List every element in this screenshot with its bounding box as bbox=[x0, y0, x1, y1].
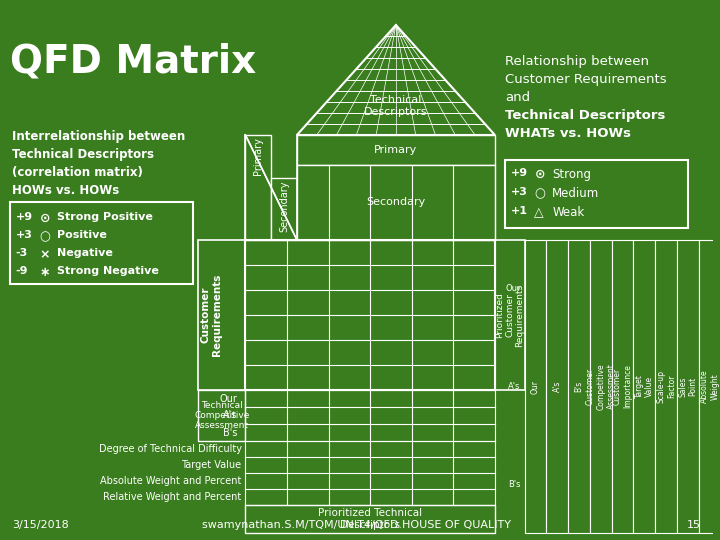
FancyBboxPatch shape bbox=[525, 240, 546, 533]
Text: HOWs vs. HOWs: HOWs vs. HOWs bbox=[12, 184, 119, 197]
Text: (correlation matrix): (correlation matrix) bbox=[12, 166, 143, 179]
FancyBboxPatch shape bbox=[246, 135, 271, 240]
FancyBboxPatch shape bbox=[568, 240, 590, 533]
Text: Technical
Descriptors: Technical Descriptors bbox=[364, 96, 428, 117]
FancyBboxPatch shape bbox=[655, 240, 677, 533]
Text: Our: Our bbox=[505, 285, 521, 293]
Text: Relative Weight and Percent: Relative Weight and Percent bbox=[103, 492, 241, 502]
Text: Strong: Strong bbox=[552, 168, 591, 181]
Text: Target
Value: Target Value bbox=[634, 375, 654, 399]
FancyBboxPatch shape bbox=[10, 202, 193, 284]
FancyBboxPatch shape bbox=[505, 160, 688, 228]
Text: Negative: Negative bbox=[58, 248, 113, 258]
Text: Strong Negative: Strong Negative bbox=[58, 266, 159, 276]
Text: Our: Our bbox=[531, 380, 540, 394]
Text: A's: A's bbox=[553, 381, 562, 392]
Text: +9: +9 bbox=[16, 212, 33, 222]
Text: Target Value: Target Value bbox=[181, 460, 241, 470]
Text: Interrelationship between: Interrelationship between bbox=[12, 130, 185, 143]
Text: ○: ○ bbox=[534, 187, 545, 200]
FancyBboxPatch shape bbox=[271, 178, 297, 240]
Text: Degree of Technical Difficulty: Degree of Technical Difficulty bbox=[99, 444, 241, 454]
Text: Sales
Point: Sales Point bbox=[678, 376, 698, 397]
Text: Weak: Weak bbox=[552, 206, 585, 219]
Text: ⊙: ⊙ bbox=[534, 168, 545, 181]
Text: ⊙: ⊙ bbox=[40, 212, 50, 225]
Text: +3: +3 bbox=[16, 230, 32, 240]
FancyBboxPatch shape bbox=[634, 240, 655, 533]
Text: Secondary: Secondary bbox=[279, 180, 289, 232]
Text: Our: Our bbox=[220, 394, 238, 403]
FancyBboxPatch shape bbox=[297, 165, 495, 240]
FancyBboxPatch shape bbox=[699, 240, 720, 533]
Text: Primary: Primary bbox=[374, 145, 418, 155]
Text: Strong Positive: Strong Positive bbox=[58, 212, 153, 222]
Text: -3: -3 bbox=[16, 248, 28, 258]
Text: Customer
Importance: Customer Importance bbox=[613, 364, 632, 408]
Text: B's: B's bbox=[508, 480, 521, 489]
Text: Technical Descriptors: Technical Descriptors bbox=[12, 148, 154, 161]
Text: QFD Matrix: QFD Matrix bbox=[10, 42, 256, 80]
Text: Customer Requirements: Customer Requirements bbox=[505, 73, 667, 86]
Text: and: and bbox=[505, 91, 530, 104]
FancyBboxPatch shape bbox=[198, 240, 246, 390]
FancyBboxPatch shape bbox=[495, 240, 525, 390]
Text: B's: B's bbox=[223, 428, 238, 437]
Text: A's: A's bbox=[508, 382, 521, 391]
Text: Absolute Weight and Percent: Absolute Weight and Percent bbox=[100, 476, 241, 486]
Text: ×: × bbox=[40, 248, 50, 261]
FancyBboxPatch shape bbox=[297, 135, 495, 165]
Text: Prioritized Technical
Descriptors: Prioritized Technical Descriptors bbox=[318, 508, 422, 530]
Text: A's: A's bbox=[223, 410, 238, 421]
Text: +3: +3 bbox=[510, 187, 528, 197]
Text: Customer
Competitive
Assessment: Customer Competitive Assessment bbox=[586, 363, 616, 410]
Text: Scale-up
Factor: Scale-up Factor bbox=[657, 370, 676, 403]
Text: WHATs vs. HOWs: WHATs vs. HOWs bbox=[505, 127, 631, 140]
Text: swamynathan.S.M/TQM/UNIT4/QFD.HOUSE OF QUALITY: swamynathan.S.M/TQM/UNIT4/QFD.HOUSE OF Q… bbox=[202, 520, 510, 530]
Text: Medium: Medium bbox=[552, 187, 600, 200]
Text: Technical Descriptors: Technical Descriptors bbox=[505, 109, 665, 122]
Text: Secondary: Secondary bbox=[366, 197, 426, 207]
Text: ○: ○ bbox=[40, 230, 50, 243]
Text: Absolute
Weight: Absolute Weight bbox=[700, 370, 719, 403]
Text: Customer
Requirements: Customer Requirements bbox=[200, 274, 222, 356]
FancyBboxPatch shape bbox=[590, 240, 612, 533]
Text: Prioritized
Customer
Requirements: Prioritized Customer Requirements bbox=[495, 284, 525, 347]
FancyBboxPatch shape bbox=[612, 240, 634, 533]
Text: Technical
Competitive
Assessment: Technical Competitive Assessment bbox=[194, 401, 249, 430]
FancyBboxPatch shape bbox=[546, 240, 568, 533]
Text: Relationship between: Relationship between bbox=[505, 55, 649, 68]
Text: Positive: Positive bbox=[58, 230, 107, 240]
Text: ∗: ∗ bbox=[40, 266, 50, 279]
Text: Primary: Primary bbox=[253, 137, 264, 175]
Text: 3/15/2018: 3/15/2018 bbox=[12, 520, 68, 530]
FancyBboxPatch shape bbox=[246, 505, 495, 533]
FancyBboxPatch shape bbox=[677, 240, 699, 533]
Text: +9: +9 bbox=[510, 168, 528, 178]
Text: +1: +1 bbox=[510, 206, 528, 216]
Text: B's: B's bbox=[575, 381, 583, 392]
Text: 15: 15 bbox=[687, 520, 701, 530]
Text: -9: -9 bbox=[16, 266, 28, 276]
FancyBboxPatch shape bbox=[198, 390, 246, 441]
Text: △: △ bbox=[534, 206, 544, 219]
